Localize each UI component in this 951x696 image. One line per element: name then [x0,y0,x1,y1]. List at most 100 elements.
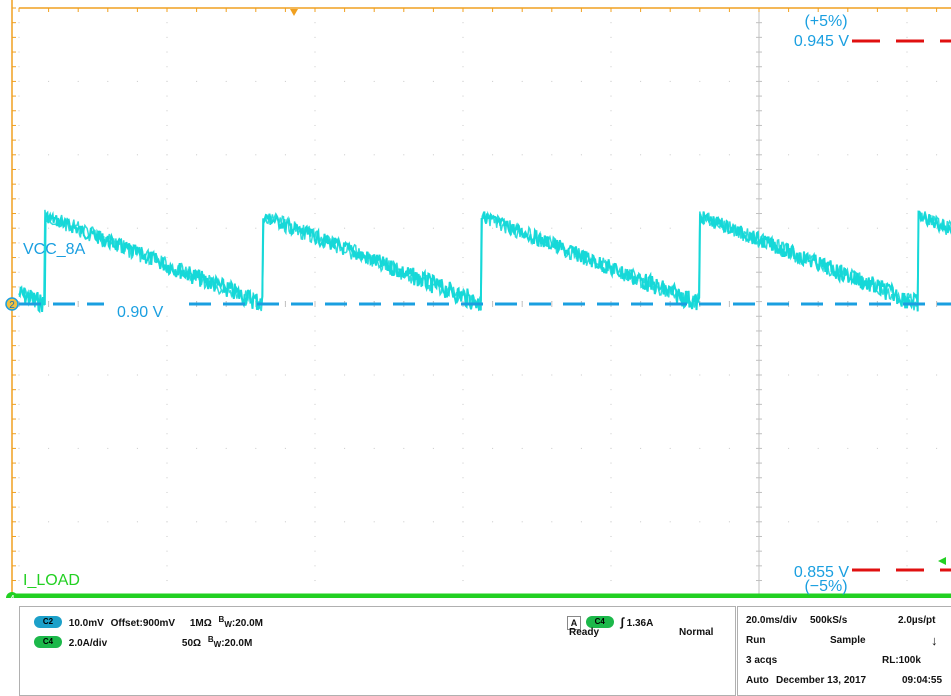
grid-dot [788,80,790,82]
grid-dot [255,227,257,229]
grid-dot [18,183,20,185]
grid-dot [166,22,168,24]
grid-dot [432,80,434,82]
channel-2-marker [5,297,19,311]
grid-dot [77,154,79,156]
grid-dot [462,477,464,479]
grid-dot [48,447,50,449]
grid-dot [610,521,612,523]
grid-dot [847,447,849,449]
grid-dot [314,521,316,523]
grid-dot [314,477,316,479]
grid-dot [462,315,464,317]
grid-dot [906,491,908,493]
timebase: 20.0ms/div [746,615,798,626]
grid-dot [18,271,20,273]
grid-dot [906,227,908,229]
grid-dot [788,154,790,156]
grid-dot [906,139,908,141]
grid-dot [344,154,346,156]
grid-dot [610,80,612,82]
grid-dot [936,374,938,376]
grid-dot [580,374,582,376]
grid-dot [669,447,671,449]
grid-dot [166,580,168,582]
ch2-offset: Offset:900mV [110,618,176,629]
grid-dot [18,565,20,567]
grid-dot [847,374,849,376]
grid-dot [344,227,346,229]
grid-dot [521,374,523,376]
grid-dot [166,550,168,552]
grid-dot [48,154,50,156]
grid-dot [18,330,20,332]
grid-dot [847,154,849,156]
grid-dot [166,257,168,259]
grid-dot [196,521,198,523]
grid-dot [136,374,138,376]
grid-dot [699,80,701,82]
grid-dot [314,535,316,537]
grid-dot [640,447,642,449]
grid-dot [344,80,346,82]
grid-dot [788,374,790,376]
trigger-level-marker [938,557,946,565]
ch4-scale: 2.0A/div [68,638,108,649]
trigger-source-badge[interactable]: C4 [585,616,614,629]
grid-dot [551,227,553,229]
grid-dot [462,242,464,244]
grid-dot [492,154,494,156]
grid-dot [18,521,20,523]
ch4-badge[interactable]: C4 [34,636,62,649]
grid-dot [906,154,908,156]
grid-dot [314,550,316,552]
grid-dot [580,80,582,82]
grid-dot [610,213,612,215]
grid-dot [166,330,168,332]
grid-dot [610,168,612,170]
grid-dot [166,491,168,493]
grid-dot [728,447,730,449]
ch4-info: C4 2.0A/div 50Ω BW:20.0M [34,635,252,649]
grid-dot [462,521,464,523]
grid-dot [314,462,316,464]
grid-dot [521,521,523,523]
grid-dot [728,154,730,156]
ch2-info: C2 10.0mV Offset:900mV 1MΩ BW:20.0M [34,615,263,629]
grid-dot [906,213,908,215]
grid-dot [462,550,464,552]
grid-dot [314,506,316,508]
grid-dot [876,447,878,449]
trigger-box[interactable]: A [567,616,581,630]
grid-dot [107,154,109,156]
grid-dot [699,447,701,449]
grid-dot [314,257,316,259]
grid-dot [166,345,168,347]
ch4-impedance: 50Ω [181,638,202,649]
grid-dot [462,433,464,435]
grid-dot [462,286,464,288]
grid-dot [788,227,790,229]
grid-dot [18,286,20,288]
grid-dot [906,506,908,508]
grid-dot [18,491,20,493]
markers: 24 [5,9,946,598]
ch2-badge[interactable]: C2 [34,616,62,629]
grid-dot [373,154,375,156]
trigger-state: Ready [569,627,600,638]
grid-dot [136,447,138,449]
grid-dot [77,374,79,376]
lower-limit-label: 0.855 V [794,564,849,581]
grid-dot [18,550,20,552]
vcc-trace-noise [18,209,951,312]
grid-dot [906,550,908,552]
traces [12,209,951,598]
grid-dot [492,80,494,82]
grid-dot [936,80,938,82]
trigger-auto: Auto [746,675,769,686]
grid-dot [462,345,464,347]
grid-dot [669,374,671,376]
grid-dot [255,80,257,82]
grid-dot [817,227,819,229]
grid-dot [255,154,257,156]
